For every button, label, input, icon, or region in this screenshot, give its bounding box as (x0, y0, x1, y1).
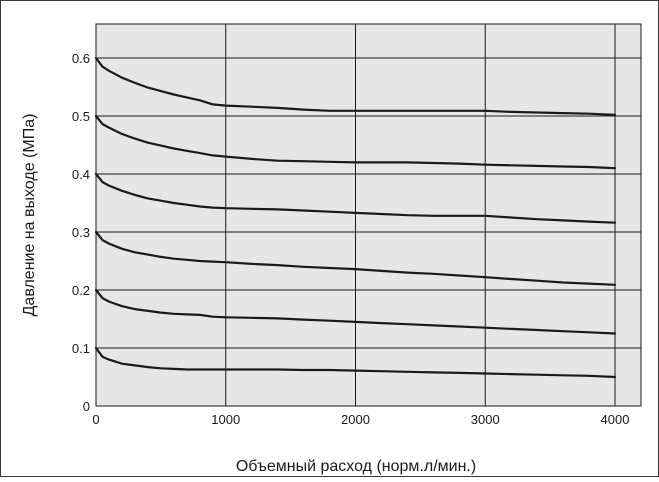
series-group (94, 56, 617, 379)
series-line-4 (94, 230, 617, 286)
y-tick-label: 0.6 (72, 51, 90, 66)
tick-labels: 0 0.1 0.2 0.3 0.4 0.5 0.6 0 1000 2000 3000 4000 (72, 51, 630, 427)
series-line-3 (94, 172, 617, 224)
plot-area (95, 23, 642, 407)
series-line-1 (94, 56, 617, 116)
x-tick-label: 1000 (211, 412, 240, 427)
y-tick-label: 0 (83, 399, 90, 414)
y-tick-label: 0.4 (72, 167, 90, 182)
x-tick-label: 2000 (341, 412, 370, 427)
y-tick-label: 0.2 (72, 283, 90, 298)
y-tick-label: 0.1 (72, 341, 90, 356)
x-tick-label: 4000 (601, 412, 630, 427)
x-axis-title: Объемный расход (норм.л/мин.) (236, 458, 476, 475)
series-line-6 (94, 346, 617, 379)
y-tick-label: 0.3 (72, 225, 90, 240)
y-axis-title: Давление на выходе (МПа) (21, 114, 38, 317)
x-tick-label: 3000 (471, 412, 500, 427)
x-tick-label: 0 (92, 412, 99, 427)
y-tick-label: 0.5 (72, 109, 90, 124)
series-line-5 (94, 288, 617, 335)
series-line-2 (94, 114, 617, 170)
